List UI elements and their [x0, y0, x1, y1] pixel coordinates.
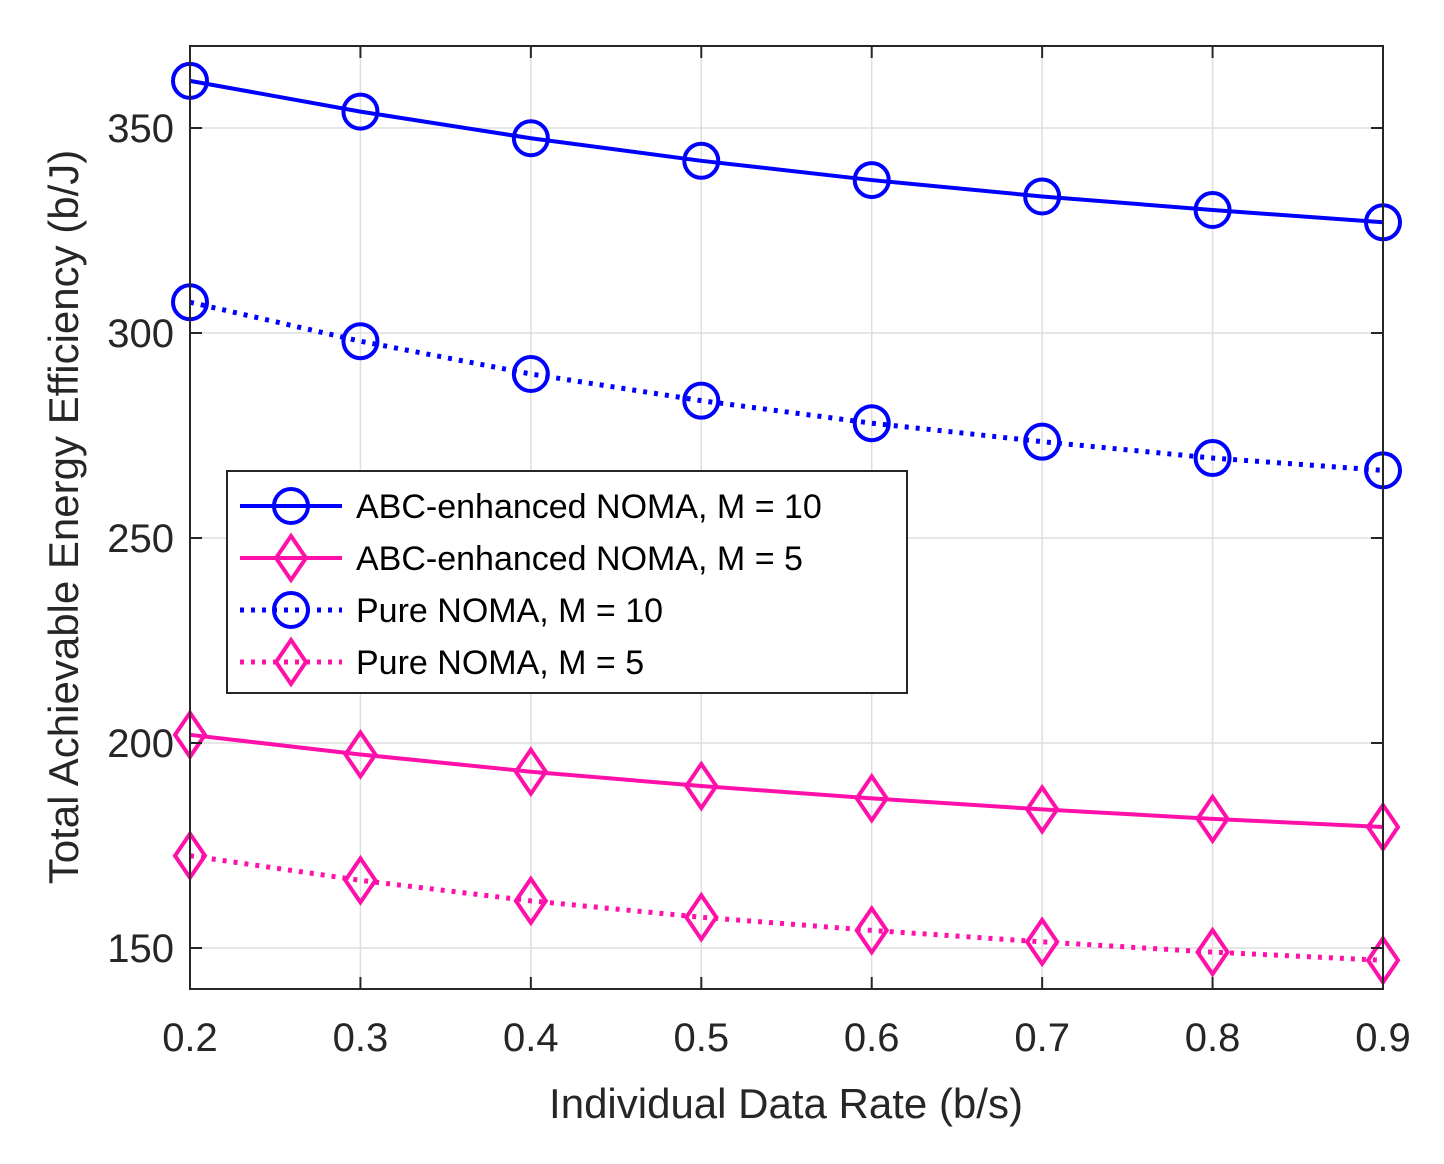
series-line [189, 732, 1384, 830]
series-line [189, 299, 1384, 473]
x-tick-label: 0.3 [333, 1016, 389, 1060]
legend-label: ABC-enhanced NOMA, M = 10 [356, 488, 822, 526]
diamond-marker [854, 904, 890, 956]
plot-frame [189, 45, 1384, 990]
circle-marker [852, 161, 891, 200]
y-axis-title: Total Achievable Energy Efficiency (b/J) [40, 150, 87, 885]
diamond-marker [343, 728, 378, 781]
diamond-marker [1195, 926, 1230, 978]
x-tick-label: 0.4 [503, 1016, 559, 1060]
x-tick-label: 0.7 [1014, 1016, 1070, 1060]
series-line [189, 853, 1384, 963]
ticks [189, 46, 1384, 989]
circle-marker [1193, 439, 1232, 478]
x-tick-label: 0.5 [673, 1016, 729, 1060]
circle-marker [1193, 191, 1232, 229]
diamond-marker [1024, 916, 1060, 968]
circle-marker [511, 119, 550, 158]
legend-entry: ABC-enhanced NOMA, M = 10 [240, 487, 822, 526]
legend-circle-marker [272, 487, 310, 525]
circle-marker [1023, 422, 1062, 461]
x-tick-label: 0.6 [844, 1016, 900, 1060]
diamond-marker [513, 875, 549, 927]
legend-label: Pure NOMA, M = 10 [356, 592, 663, 630]
circle-marker [511, 355, 550, 393]
legend-entry: Pure NOMA, M = 5 [240, 636, 644, 688]
legend-label: ABC-enhanced NOMA, M = 5 [356, 540, 803, 578]
diamond-marker [683, 891, 719, 943]
diamond-marker [513, 746, 549, 798]
x-tick-label: 0.8 [1185, 1016, 1241, 1060]
diamond-marker [1195, 793, 1230, 845]
circle-marker [852, 404, 891, 443]
diamond-marker [1024, 783, 1060, 835]
series-2 [172, 709, 1401, 853]
diamond-marker [854, 772, 890, 824]
x-tick-label: 0.9 [1355, 1016, 1411, 1060]
circle-marker [682, 381, 721, 420]
circle-marker [1023, 177, 1062, 216]
diamond-marker [343, 854, 378, 906]
circle-marker [341, 322, 380, 361]
y-tick-label: 150 [107, 927, 174, 971]
legend-circle-marker [272, 591, 310, 629]
circle-marker [341, 92, 380, 131]
y-tick-label: 300 [107, 312, 174, 356]
circle-marker [682, 141, 721, 180]
legend-entry: ABC-enhanced NOMA, M = 5 [240, 532, 803, 584]
diamond-marker [683, 760, 719, 812]
y-tick-label: 350 [107, 107, 174, 151]
x-axis-title: Individual Data Rate (b/s) [549, 1080, 1023, 1127]
legend-diamond-marker [273, 636, 309, 688]
legend: ABC-enhanced NOMA, M = 10 ABC-enhanced NO… [226, 470, 908, 694]
legend-diamond-marker [273, 532, 309, 584]
y-tick-label: 200 [107, 722, 174, 766]
legend-entry: Pure NOMA, M = 10 [240, 591, 663, 630]
series-line [189, 78, 1384, 225]
legend-label: Pure NOMA, M = 5 [356, 644, 644, 682]
y-tick-label: 250 [107, 517, 174, 561]
tick-labels: 0.2 0.3 0.4 0.5 0.6 0.7 0.8 0.9 150 200 250 300 350 [107, 107, 1411, 1060]
x-tick-label: 0.2 [162, 1016, 218, 1060]
